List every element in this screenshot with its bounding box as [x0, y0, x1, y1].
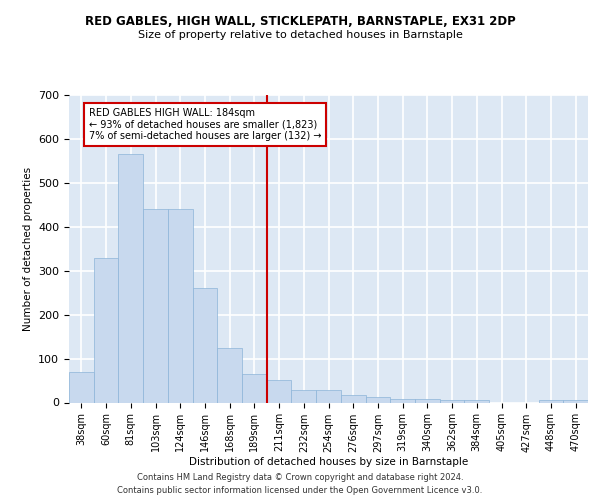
- Bar: [563, 400, 588, 402]
- Bar: [440, 400, 464, 402]
- Text: RED GABLES HIGH WALL: 184sqm
← 93% of detached houses are smaller (1,823)
7% of : RED GABLES HIGH WALL: 184sqm ← 93% of de…: [89, 108, 321, 142]
- Bar: [415, 399, 440, 402]
- Bar: [267, 380, 292, 402]
- Bar: [390, 400, 415, 402]
- Text: Contains HM Land Registry data © Crown copyright and database right 2024.: Contains HM Land Registry data © Crown c…: [137, 472, 463, 482]
- Bar: [168, 209, 193, 402]
- Bar: [94, 258, 118, 402]
- Bar: [539, 400, 563, 402]
- Bar: [316, 390, 341, 402]
- Bar: [217, 348, 242, 403]
- Bar: [292, 390, 316, 402]
- Y-axis label: Number of detached properties: Number of detached properties: [23, 166, 32, 331]
- Bar: [69, 372, 94, 402]
- Bar: [341, 396, 365, 402]
- X-axis label: Distribution of detached houses by size in Barnstaple: Distribution of detached houses by size …: [189, 457, 468, 467]
- Bar: [118, 154, 143, 402]
- Bar: [143, 209, 168, 402]
- Bar: [242, 374, 267, 402]
- Text: Contains public sector information licensed under the Open Government Licence v3: Contains public sector information licen…: [118, 486, 482, 495]
- Text: RED GABLES, HIGH WALL, STICKLEPATH, BARNSTAPLE, EX31 2DP: RED GABLES, HIGH WALL, STICKLEPATH, BARN…: [85, 15, 515, 28]
- Bar: [464, 400, 489, 402]
- Bar: [365, 397, 390, 402]
- Text: Size of property relative to detached houses in Barnstaple: Size of property relative to detached ho…: [137, 30, 463, 40]
- Bar: [193, 288, 217, 403]
